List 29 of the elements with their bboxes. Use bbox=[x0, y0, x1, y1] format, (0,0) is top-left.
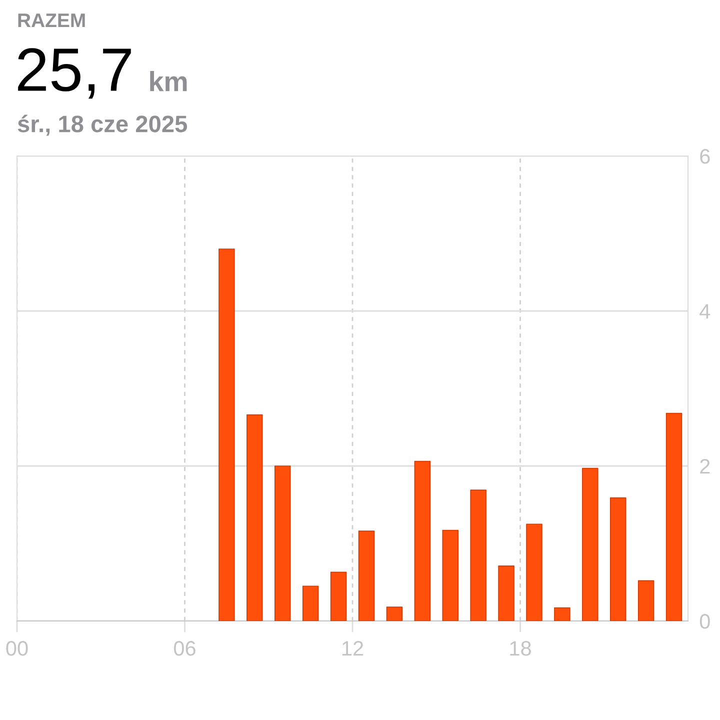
bar bbox=[526, 524, 542, 621]
x-tick-label: 00 bbox=[6, 640, 28, 656]
bar bbox=[638, 580, 654, 621]
bar bbox=[218, 248, 235, 621]
y-tick-label: 6 bbox=[700, 149, 710, 164]
y-tick-label: 2 bbox=[700, 459, 710, 474]
bar bbox=[554, 607, 570, 621]
bar bbox=[498, 566, 514, 621]
bar bbox=[610, 497, 626, 621]
bar bbox=[246, 414, 263, 621]
bar bbox=[582, 468, 598, 621]
bar bbox=[274, 466, 291, 621]
chart-subtitle: śr., 18 cze 2025 bbox=[18, 114, 188, 136]
x-tick-label: 12 bbox=[342, 640, 364, 656]
y-tick-label: 0 bbox=[700, 614, 710, 629]
bar bbox=[666, 412, 682, 621]
bar bbox=[442, 530, 458, 621]
y-tick-label: 4 bbox=[700, 304, 710, 319]
x-tick-label: 18 bbox=[510, 640, 531, 656]
chart-title: RAZEM bbox=[18, 14, 85, 28]
bar bbox=[358, 530, 375, 621]
text: km bbox=[150, 71, 187, 92]
bar bbox=[414, 460, 431, 621]
bar bbox=[302, 586, 319, 621]
x-tick-label: 06 bbox=[174, 640, 196, 656]
bar bbox=[470, 490, 486, 621]
text: 25,7 bbox=[18, 48, 131, 99]
bar bbox=[386, 606, 403, 621]
bar bbox=[330, 572, 347, 621]
